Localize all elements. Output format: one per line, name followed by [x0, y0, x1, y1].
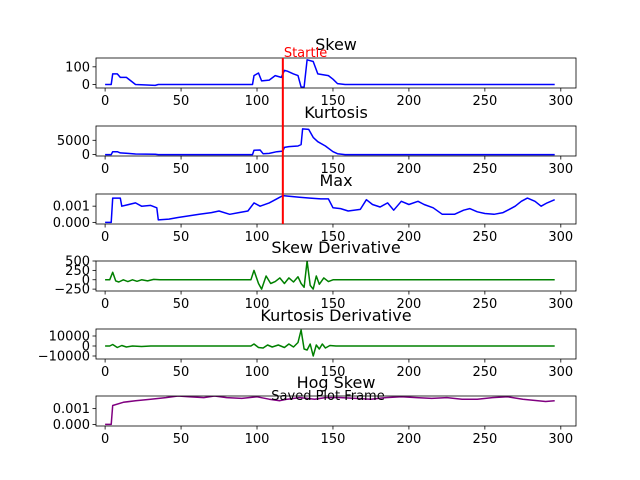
series-line [105, 128, 555, 156]
series-line [105, 194, 555, 224]
y-tick-label: −250 [54, 283, 90, 298]
x-tick-label: 100 [245, 230, 270, 245]
x-tick-label: 0 [101, 432, 109, 447]
x-tick-label: 50 [173, 365, 190, 380]
subplot-3: 0 50 100 150 200 250 300 0.0000.001 Max [53, 171, 577, 245]
x-tick-label: 250 [472, 94, 497, 109]
y-tick-label: 0.000 [53, 216, 90, 231]
x-tick-label: 250 [472, 432, 497, 447]
axes-frame [95, 260, 577, 292]
x-tick-label: 300 [548, 230, 573, 245]
x-tick-label: 100 [245, 94, 270, 109]
x-tick-label: 250 [472, 162, 497, 177]
subplot-title: Max [319, 171, 352, 190]
series-line [105, 261, 555, 290]
y-tick-label: 250 [65, 264, 90, 279]
subplot-title: Hog Skew [297, 373, 376, 392]
x-tick-label: 50 [173, 162, 190, 177]
x-tick-label: 0 [101, 230, 109, 245]
y-tick-label: 100 [65, 60, 90, 75]
y-tick-label: 5000 [57, 134, 90, 149]
y-tick-label: 0.001 [53, 402, 90, 417]
y-tick-label: 0 [82, 340, 90, 355]
y-tick-label: 0 [82, 273, 90, 288]
y-tick-label: 0 [82, 78, 90, 93]
y-tick-label: 500 [65, 255, 90, 270]
subplot-title: Kurtosis Derivative [260, 306, 411, 325]
x-tick-label: 200 [396, 432, 421, 447]
x-tick-label: 200 [396, 230, 421, 245]
y-tick-label: 0.001 [53, 200, 90, 215]
x-tick-label: 300 [548, 365, 573, 380]
y-tick-label: 10000 [49, 330, 90, 345]
subplot-1: 0 50 100 150 200 250 300 0 100 Skew [65, 35, 577, 109]
x-tick-label: 0 [101, 162, 109, 177]
axes-frame [95, 395, 577, 427]
x-tick-label: 150 [321, 432, 346, 447]
startle-label: Startle [284, 46, 327, 61]
subplot-title: Kurtosis [304, 103, 368, 122]
x-tick-label: 100 [245, 297, 270, 312]
x-tick-label: 100 [245, 432, 270, 447]
y-tick-label: −10000 [38, 350, 90, 365]
x-tick-label: 200 [396, 297, 421, 312]
x-tick-label: 150 [321, 297, 346, 312]
axes-frame [95, 193, 577, 225]
x-tick-label: 250 [472, 297, 497, 312]
x-tick-label: 0 [101, 94, 109, 109]
x-tick-label: 50 [173, 94, 190, 109]
axes-frame [95, 57, 577, 89]
x-tick-label: 250 [472, 230, 497, 245]
x-tick-label: 200 [396, 94, 421, 109]
x-tick-label: 150 [321, 162, 346, 177]
subplot-panels: 0 50 100 150 200 250 300 0 100 Skew 0 50 100 150 200 25… [38, 35, 577, 447]
axes-frame [95, 328, 577, 360]
subplot-title: Skew Derivative [271, 238, 400, 257]
x-tick-label: 200 [396, 162, 421, 177]
x-tick-label: 300 [548, 432, 573, 447]
x-tick-label: 0 [101, 365, 109, 380]
x-tick-label: 150 [321, 230, 346, 245]
x-tick-label: 50 [173, 297, 190, 312]
x-tick-label: 300 [548, 297, 573, 312]
x-tick-label: 300 [548, 162, 573, 177]
series-line [105, 329, 555, 357]
axes-frame [95, 125, 577, 157]
series-line [105, 396, 555, 426]
saved-plot-frame-label: Saved Plot Frame [271, 389, 384, 404]
x-tick-label: 200 [396, 365, 421, 380]
x-tick-label: 150 [321, 365, 346, 380]
x-tick-label: 50 [173, 432, 190, 447]
x-tick-label: 100 [245, 365, 270, 380]
y-tick-label: 0.000 [53, 418, 90, 433]
y-tick-label: 0 [82, 148, 90, 163]
x-tick-label: 150 [321, 94, 346, 109]
x-tick-label: 50 [173, 230, 190, 245]
x-tick-label: 0 [101, 297, 109, 312]
subplot-title: Skew [315, 35, 357, 54]
x-tick-label: 100 [245, 162, 270, 177]
subplot-6: 0 50 100 150 200 250 300 0.0000.001 Hog Skew [53, 373, 577, 447]
x-tick-label: 300 [548, 94, 573, 109]
x-tick-label: 250 [472, 365, 497, 380]
series-line [105, 59, 555, 88]
